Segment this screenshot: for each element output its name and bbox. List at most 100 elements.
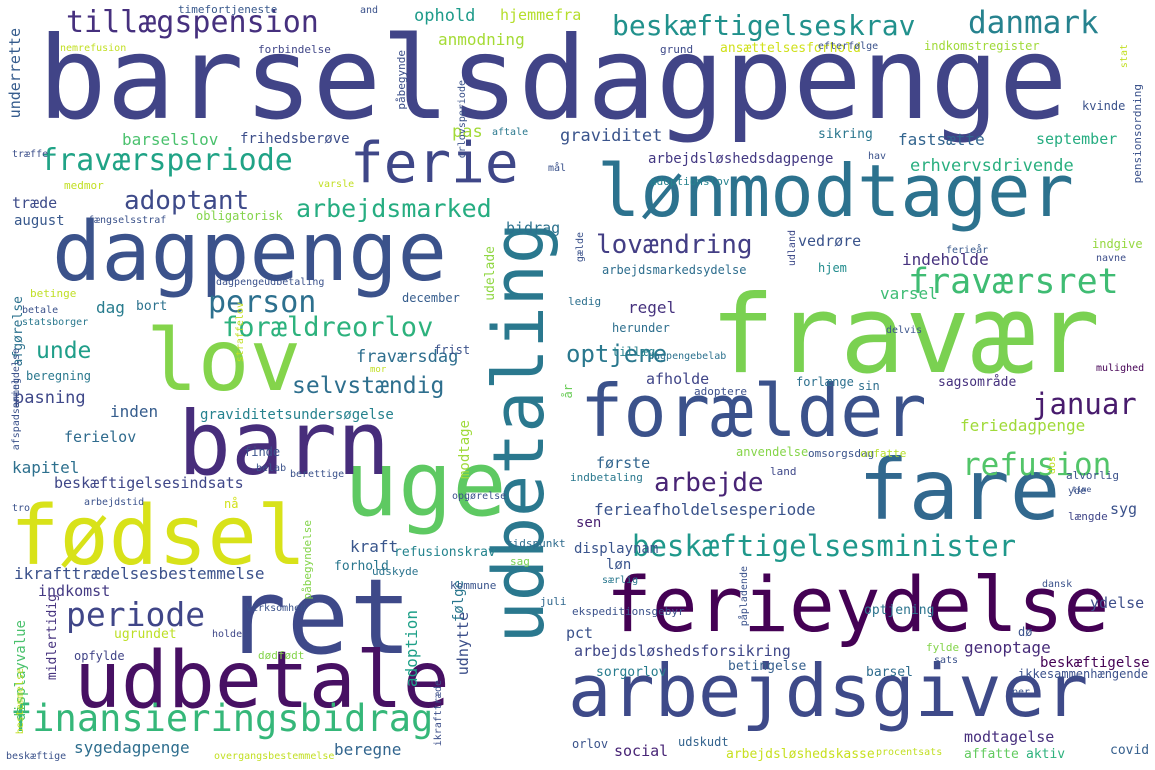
word: beskæftigelseskrav	[612, 9, 916, 42]
word: længde	[1068, 510, 1108, 523]
word: adoptionslov	[650, 175, 730, 188]
word: udskudt	[678, 735, 729, 749]
word: regel	[628, 298, 677, 317]
word: fraværsperiode	[40, 143, 293, 178]
word: alvorlig	[1066, 469, 1119, 482]
word: pensionsordning	[1131, 84, 1144, 184]
word: forlænge	[796, 375, 854, 389]
word: hav	[868, 151, 887, 162]
word: grund	[660, 43, 694, 56]
word: sats	[934, 655, 959, 666]
word: dos	[1047, 456, 1058, 475]
word: udskyde	[372, 565, 419, 578]
word: indbetaling	[570, 471, 643, 484]
word: august	[14, 213, 65, 229]
word: arbejdsløshedskasse	[726, 747, 875, 762]
word: delvis	[886, 325, 923, 336]
word: udbetale	[74, 636, 450, 726]
word: påbegynde	[395, 50, 408, 110]
word: land	[770, 465, 797, 478]
word: ikkesammenhængende	[1018, 667, 1149, 681]
word: påpladende	[739, 566, 750, 627]
word: udelade	[483, 246, 498, 301]
word: år	[561, 384, 575, 399]
word: ophold	[414, 6, 476, 26]
word: betale	[22, 305, 59, 316]
word: obligatorisk	[196, 209, 283, 223]
word: erhvervsdrivende	[910, 156, 1074, 176]
word: fare	[858, 441, 1061, 539]
word: kvinde	[1082, 99, 1126, 113]
word: displaynam	[574, 541, 659, 557]
word: periode	[66, 595, 206, 634]
word: sagsområde	[938, 375, 1017, 390]
word: indkomstregister	[924, 39, 1040, 53]
word: finansieringsbidrag	[10, 697, 434, 740]
word: aktiv	[1026, 747, 1066, 762]
word: fødsel	[10, 489, 307, 584]
word: barsel	[866, 665, 913, 680]
word: varsle	[318, 179, 355, 190]
word: anmodning	[438, 30, 525, 49]
word: belab	[256, 463, 287, 474]
word: pct	[566, 624, 594, 642]
word: dagpengebelab	[648, 351, 727, 362]
word: betinge	[30, 287, 77, 300]
word: covid	[1110, 743, 1150, 758]
word: ferieydelse	[606, 560, 1110, 649]
word: juli	[540, 595, 567, 608]
word: optjene	[566, 340, 668, 368]
word: december	[402, 291, 460, 305]
word: opgørelse	[452, 491, 507, 502]
word: dø	[1018, 625, 1033, 639]
word: afholde	[646, 370, 710, 388]
word: onfatte	[860, 447, 907, 460]
word: påbegyndelse	[301, 520, 314, 600]
word: ferieafholdelsesperiode	[594, 500, 816, 519]
word: første	[596, 454, 651, 472]
word: fylde	[926, 641, 960, 654]
word: efterfølge	[818, 41, 879, 52]
word: refusionskrav	[394, 545, 496, 560]
word: dødfødt	[258, 649, 305, 662]
word: nemrefusion	[60, 43, 127, 54]
word: dagpengeudbetaling	[216, 277, 325, 288]
word: fravær	[710, 273, 1101, 398]
word: affatte	[964, 747, 1019, 762]
word: gælde	[575, 232, 586, 263]
word: medmor	[64, 179, 104, 192]
word: udland	[787, 230, 798, 267]
word: ferieår	[946, 245, 989, 256]
word: ikrafttræde	[433, 680, 444, 747]
word: barn	[178, 392, 390, 495]
word: ferielov	[64, 428, 137, 446]
word: underrette	[6, 28, 24, 119]
word: adoptant	[124, 186, 250, 216]
word: kommune	[450, 579, 497, 592]
word: and	[360, 5, 379, 16]
word: procentsats	[876, 747, 943, 758]
word: anvendelse	[736, 445, 809, 459]
word: arbejdsløshedsforsikring	[574, 642, 791, 660]
word: beregning	[26, 369, 92, 383]
word: mor	[370, 365, 387, 375]
word: ydelse	[1090, 594, 1145, 612]
word: time	[1072, 485, 1092, 494]
word: selvstændig	[292, 373, 445, 399]
word: beskæftige	[6, 751, 67, 762]
word: modtage	[457, 420, 473, 480]
word: bort	[136, 299, 168, 314]
word: forælder	[580, 369, 927, 453]
word: graviditetsundersøgelse	[200, 407, 394, 423]
word: mål	[548, 163, 567, 174]
word: betingelse	[728, 659, 807, 674]
word: dagpenge	[52, 205, 447, 300]
word: refusion	[962, 447, 1112, 483]
word: pasning	[14, 388, 86, 408]
word: forhold	[334, 559, 389, 574]
word: genoptage	[964, 638, 1051, 657]
word: adoption	[402, 610, 421, 688]
word: timefortjeneste	[178, 3, 278, 16]
word: forældreorlov	[222, 312, 434, 343]
word: sen	[576, 515, 602, 531]
